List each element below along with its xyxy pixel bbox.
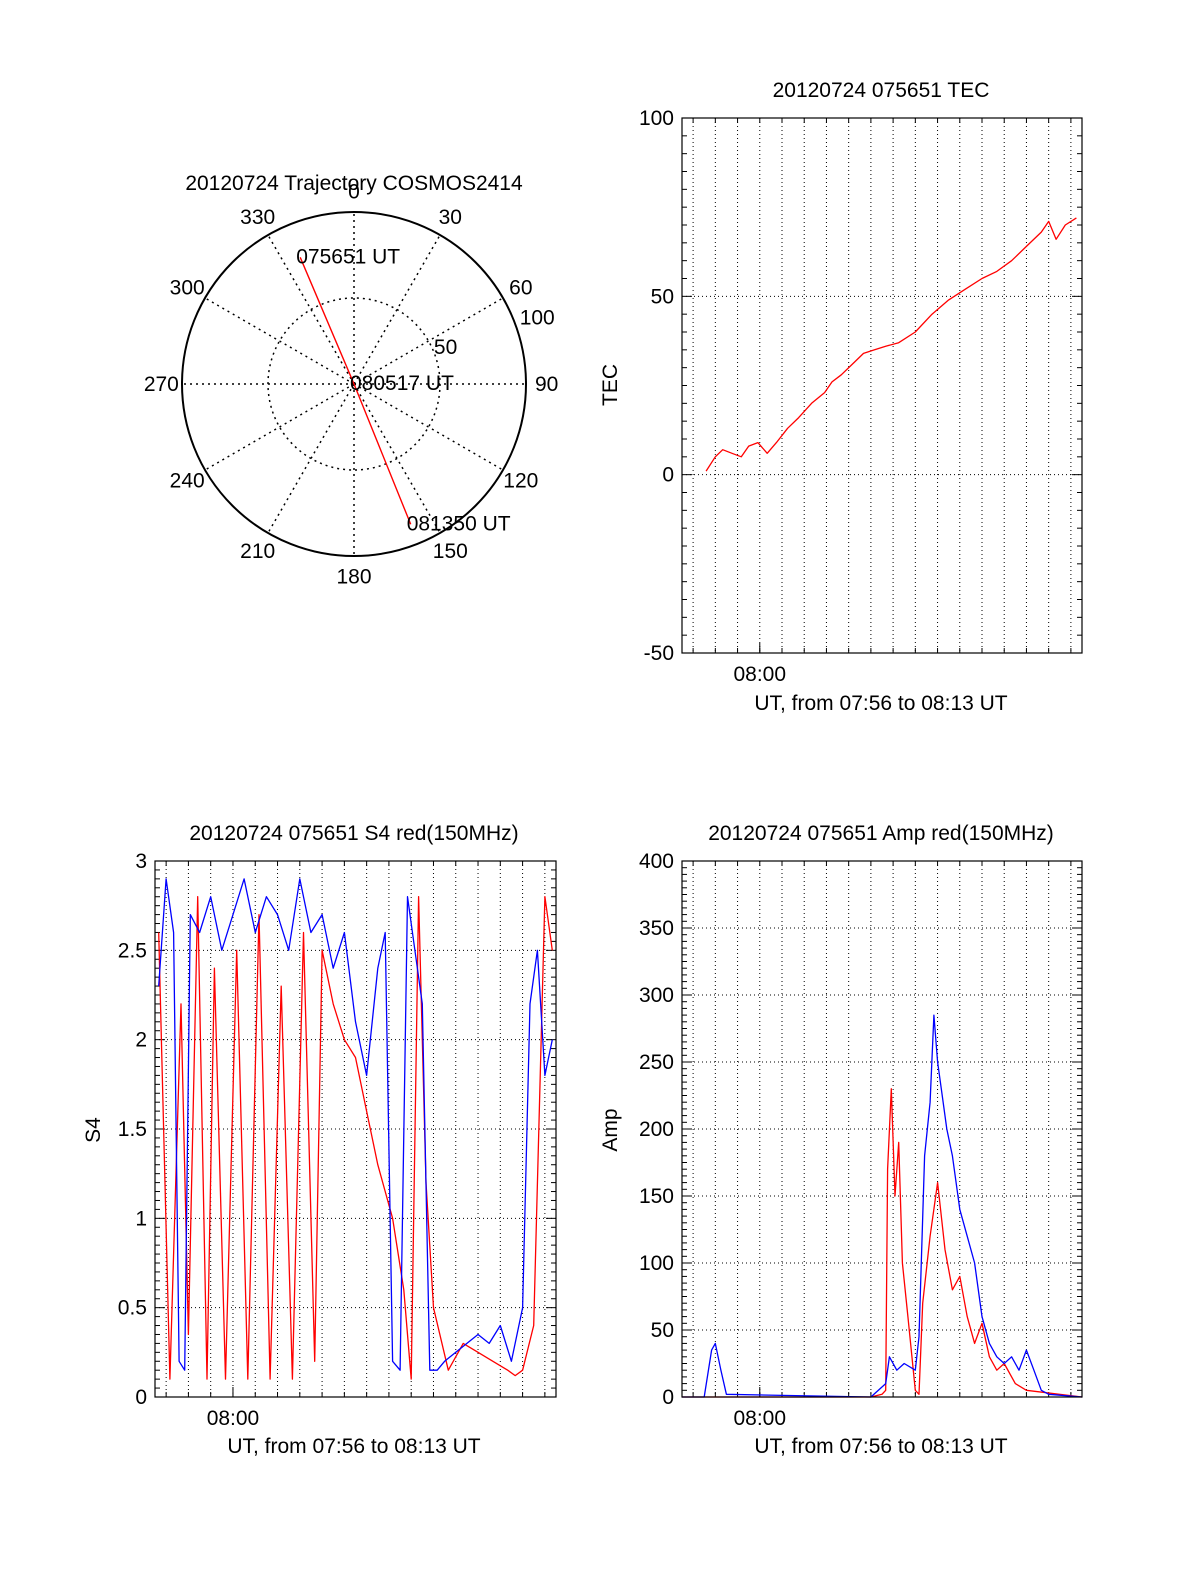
- tec-chart: 20120724 075651 TEC TEC UT, from 07:56 t…: [599, 79, 1083, 715]
- s4-series-blue: [158, 878, 553, 1371]
- tec-x-tick-label: 08:00: [733, 663, 786, 686]
- amp-x-tick-label: 08:00: [733, 1407, 786, 1430]
- tec-title: 20120724 075651 TEC: [773, 79, 990, 102]
- amp-title: 20120724 075651 Amp red(150MHz): [708, 822, 1054, 845]
- amp-y-tick-label: 50: [651, 1319, 674, 1342]
- polar-radial-tick-label: 100: [520, 306, 555, 329]
- tec-plot-frame: [681, 117, 1083, 654]
- polar-spoke: [267, 383, 355, 534]
- polar-spoke: [353, 297, 504, 385]
- polar-outer-ring: [181, 211, 527, 557]
- s4-y-axis-label: S4: [82, 1117, 105, 1143]
- trajectory-title: 20120724 Trajectory COSMOS2414: [185, 172, 523, 195]
- polar-series: 075651 UT 080517 UT 081350 UT: [296, 245, 511, 535]
- amp-y-tick-label: 0: [662, 1386, 674, 1409]
- s4-y-tick-label: 0: [135, 1386, 147, 1409]
- s4-plot-frame: [154, 860, 557, 1398]
- s4-y-tick-label: 0.5: [118, 1297, 147, 1320]
- polar-spoke: [353, 383, 504, 471]
- amp-y-tick-label: 200: [639, 1118, 674, 1141]
- amp-y-axis-label: Amp: [599, 1108, 622, 1151]
- s4-y-tick-label: 1: [135, 1207, 147, 1230]
- amp-chart: 20120724 075651 Amp red(150MHz) Amp UT, …: [599, 822, 1083, 1458]
- s4-y-tick-label: 2.5: [118, 939, 147, 962]
- amp-series-red: [682, 1088, 1083, 1398]
- polar-azimuth-label: 30: [439, 206, 462, 229]
- tec-series-red: [705, 217, 1077, 472]
- amp-plot-area: 0 50 100 150 200 250 300 350 400 08:00: [639, 850, 1083, 1430]
- polar-spoke: [204, 297, 355, 385]
- s4-y-tick-label: 1.5: [118, 1118, 147, 1141]
- s4-y-tick-label: 3: [135, 850, 147, 873]
- trajectory-path: [299, 257, 412, 525]
- amp-y-tick-label: 150: [639, 1185, 674, 1208]
- s4-x-tick-label: 08:00: [207, 1407, 260, 1430]
- tec-y-tick-label: -50: [644, 642, 674, 665]
- polar-spoke: [353, 234, 441, 385]
- trajectory-time-label: 081350 UT: [407, 512, 511, 535]
- s4-series-red: [158, 896, 553, 1380]
- amp-series-blue: [682, 1014, 1083, 1398]
- polar-azimuth-label: 0: [348, 180, 360, 203]
- amp-plot-frame: [681, 860, 1083, 1398]
- polar-azimuth-label: 210: [240, 540, 275, 563]
- amp-y-tick-label: 100: [639, 1252, 674, 1275]
- tec-plot-area: -50 0 50 100 08:00: [639, 107, 1083, 686]
- tec-y-axis-label: TEC: [599, 364, 622, 406]
- polar-azimuth-label: 300: [170, 277, 205, 300]
- s4-title: 20120724 075651 S4 red(150MHz): [189, 822, 518, 845]
- polar-azimuth-label: 120: [503, 469, 538, 492]
- amp-y-tick-label: 300: [639, 984, 674, 1007]
- polar-radial-tick-label: 50: [434, 336, 457, 359]
- polar-spoke: [204, 383, 355, 471]
- polar-grid: [181, 211, 527, 557]
- s4-y-tick-label: 2: [135, 1029, 147, 1052]
- polar-azimuth-label: 240: [170, 469, 205, 492]
- polar-azimuth-label: 270: [144, 373, 179, 396]
- trajectory-time-label: 075651 UT: [296, 245, 400, 268]
- polar-azimuth-labels: 0 30 60 90 120 150 180 210 240 270 300 330 50 100: [144, 180, 558, 588]
- amp-y-tick-label: 400: [639, 850, 674, 873]
- polar-azimuth-label: 60: [509, 277, 532, 300]
- polar-azimuth-label: 180: [336, 566, 371, 589]
- trajectory-chart: 20120724 Trajectory COSMOS2414 0 30 60 90 12…: [144, 172, 558, 589]
- s4-plot-area: 0 0.5 1 1.5 2 2.5 3 08:00: [118, 850, 557, 1430]
- amp-y-tick-label: 350: [639, 917, 674, 940]
- amp-y-tick-label: 250: [639, 1051, 674, 1074]
- polar-spoke: [267, 234, 355, 385]
- polar-azimuth-label: 90: [535, 373, 558, 396]
- trajectory-time-label: 080517 UT: [350, 372, 454, 395]
- tec-y-tick-label: 50: [651, 285, 674, 308]
- polar-azimuth-label: 330: [240, 206, 275, 229]
- tec-y-tick-label: 100: [639, 107, 674, 130]
- s4-x-axis-label: UT, from 07:56 to 08:13 UT: [227, 1435, 480, 1458]
- amp-x-axis-label: UT, from 07:56 to 08:13 UT: [754, 1435, 1007, 1458]
- tec-y-tick-label: 0: [662, 464, 674, 487]
- tec-x-axis-label: UT, from 07:56 to 08:13 UT: [754, 692, 1007, 715]
- polar-azimuth-label: 150: [433, 540, 468, 563]
- polar-spoke: [353, 383, 441, 534]
- s4-chart: 20120724 075651 S4 red(150MHz) S4 UT, fr…: [82, 822, 557, 1458]
